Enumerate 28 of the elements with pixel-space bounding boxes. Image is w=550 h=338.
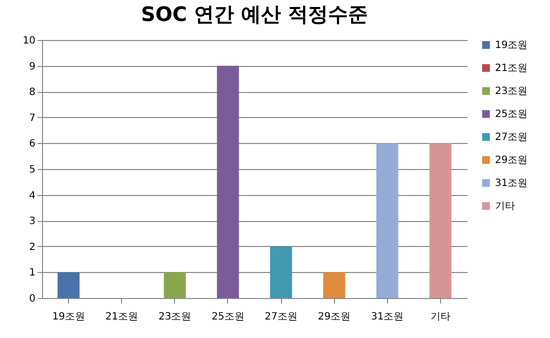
- y-tick-label: 10: [22, 36, 36, 46]
- legend-label: 25조원: [495, 109, 528, 120]
- y-tick-label: 6: [29, 138, 36, 150]
- legend-label: 기타: [495, 201, 515, 212]
- y-tick-label: 1: [29, 268, 36, 279]
- legend-label: 21조원: [495, 63, 528, 74]
- y-tick-label: 9: [29, 61, 36, 72]
- legend-label: 31조원: [495, 178, 528, 189]
- x-tick-label: 19조원: [52, 312, 85, 322]
- chart-title: SOC 연간 예산 적정수준: [141, 2, 368, 26]
- x-tick-label: 27조원: [264, 312, 298, 322]
- y-tick-label: 2: [29, 242, 36, 253]
- x-tick-label: 기타: [430, 312, 450, 322]
- y-tick-label: 7: [29, 112, 36, 124]
- y-tick-label: 4: [29, 190, 36, 202]
- x-tick-label: 29조원: [318, 312, 351, 322]
- legend-label: 29조원: [495, 155, 528, 166]
- y-tick-label: 0: [29, 294, 36, 304]
- x-tick-label: 31조원: [370, 312, 404, 322]
- legend-label: 27조원: [495, 132, 528, 143]
- x-tick-label: 25조원: [212, 312, 244, 322]
- legend-label: 19조원: [495, 40, 528, 51]
- y-tick-label: 8: [29, 87, 36, 98]
- x-tick-label: 23조원: [158, 312, 192, 322]
- y-tick-label: 3: [29, 216, 36, 228]
- x-tick-label: 21조원: [105, 312, 138, 322]
- legend-label: 23조원: [495, 86, 528, 97]
- y-tick-label: 5: [29, 164, 36, 176]
